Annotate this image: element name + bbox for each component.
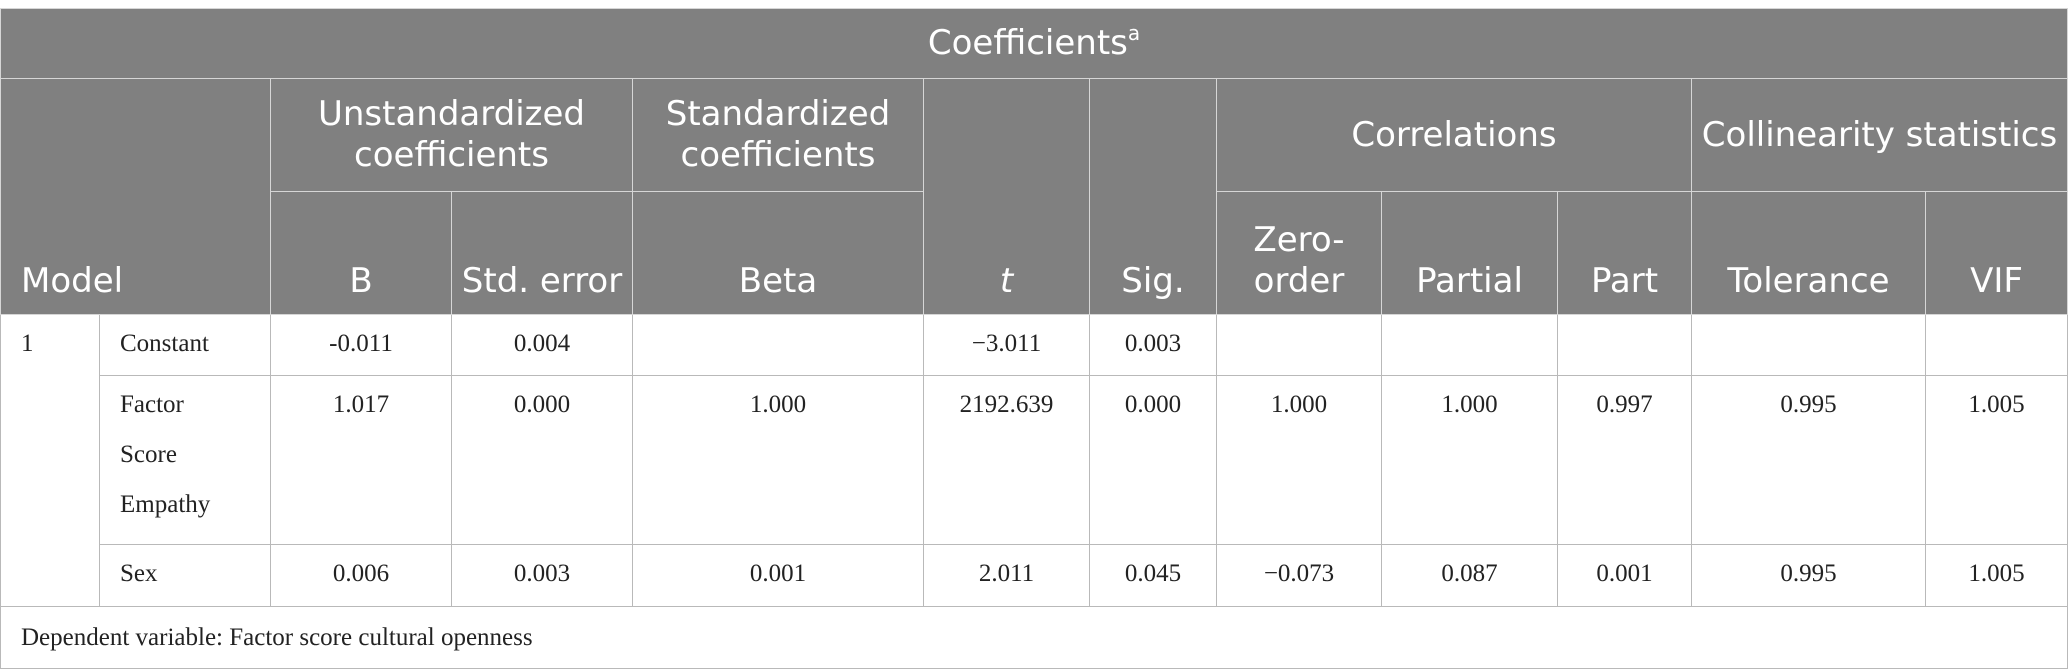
header-tolerance: Tolerance (1691, 191, 1926, 315)
zero-order-cell (1216, 314, 1382, 376)
tolerance-cell (1691, 314, 1926, 376)
part-cell: 0.997 (1557, 375, 1692, 545)
t-cell: 2192.639 (923, 375, 1090, 545)
header-correlations: Correlations (1216, 78, 1692, 192)
header-part: Part (1557, 191, 1692, 315)
header-t: t (923, 78, 1090, 315)
table-row-sex: Sex 0.006 0.003 0.001 2.011 0.045 −0.073… (1, 544, 2068, 607)
header-std-error: Std. error (451, 191, 633, 315)
table-footnote: Dependent variable: Factor score cultura… (0, 606, 2068, 669)
vif-cell: 1.005 (1925, 544, 2068, 607)
beta-cell: 1.000 (632, 375, 924, 545)
vif-cell: 1.005 (1925, 375, 2068, 545)
header-zero-order: Zero-order (1216, 191, 1382, 315)
header-collinearity: Collinearity statistics (1691, 78, 2068, 192)
coefficients-table-container: Coefficientsa Model Unstandardized coeff… (0, 8, 2068, 669)
table-title: Coefficientsa (0, 8, 2068, 79)
tolerance-cell: 0.995 (1691, 544, 1926, 607)
b-cell: 0.006 (270, 544, 452, 607)
zero-order-cell: −0.073 (1216, 544, 1382, 607)
header-unstandardized: Unstandardized coefficients (270, 78, 633, 192)
b-cell: -0.011 (270, 314, 452, 376)
table-footnote-row: Dependent variable: Factor score cultura… (0, 606, 2068, 669)
header-standardized: Standardized coefficients (632, 78, 924, 192)
tolerance-cell: 0.995 (1691, 375, 1926, 545)
title-footnote-marker: a (1127, 21, 1141, 45)
table-row-factor-score-empathy: Factor Score Empathy 1.017 0.000 1.000 2… (1, 375, 2068, 545)
model-number-cell: 1 (0, 314, 100, 607)
header-beta: Beta (632, 191, 924, 315)
header-partial: Partial (1381, 191, 1558, 315)
predictor-line: Empathy (120, 491, 211, 518)
predictor-cell: Constant (99, 314, 271, 376)
sig-cell: 0.000 (1089, 375, 1217, 545)
predictor-line: Score (120, 441, 177, 468)
part-cell (1557, 314, 1692, 376)
partial-cell: 0.087 (1381, 544, 1558, 607)
header-b: B (270, 191, 452, 315)
table-row-constant: 1 Constant -0.011 0.004 −3.011 0.003 (0, 314, 2068, 607)
predictor-line: Factor (120, 391, 184, 418)
header-vif: VIF (1925, 191, 2068, 315)
std-error-cell: 0.000 (451, 375, 633, 545)
header-sig: Sig. (1089, 78, 1217, 315)
part-cell: 0.001 (1557, 544, 1692, 607)
table-title-text: Coefficients (927, 23, 1128, 63)
beta-cell (632, 314, 924, 376)
std-error-cell: 0.003 (451, 544, 633, 607)
sig-cell: 0.003 (1089, 314, 1217, 376)
zero-order-cell: 1.000 (1216, 375, 1382, 545)
predictor-cell: Sex (99, 544, 271, 607)
partial-cell: 1.000 (1381, 375, 1558, 545)
partial-cell (1381, 314, 1558, 376)
t-cell: 2.011 (923, 544, 1090, 607)
coefficients-table: Coefficientsa Model Unstandardized coeff… (0, 8, 2068, 669)
beta-cell: 0.001 (632, 544, 924, 607)
sig-cell: 0.045 (1089, 544, 1217, 607)
vif-cell (1925, 314, 2068, 376)
std-error-cell: 0.004 (451, 314, 633, 376)
t-cell: −3.011 (923, 314, 1090, 376)
predictor-cell: Factor Score Empathy (99, 375, 271, 545)
b-cell: 1.017 (270, 375, 452, 545)
header-model: Model (0, 78, 271, 315)
